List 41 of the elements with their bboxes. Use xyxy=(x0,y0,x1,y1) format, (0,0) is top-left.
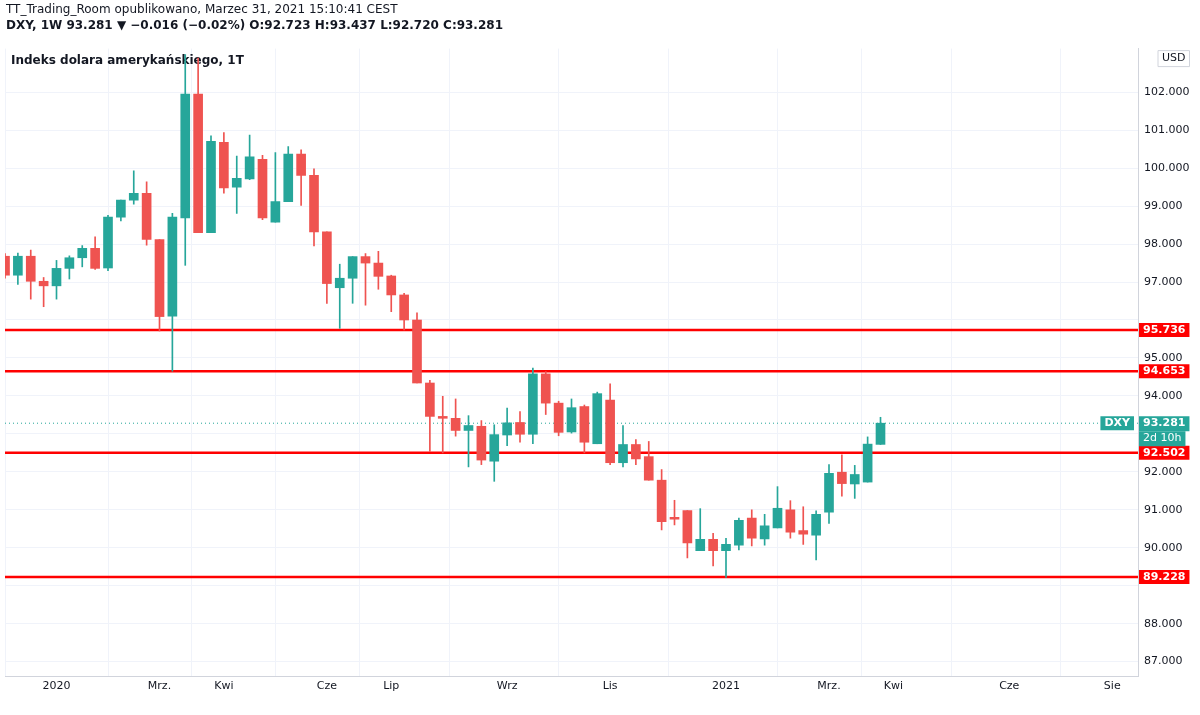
x-tick-label: Sie xyxy=(1103,679,1121,693)
y-tick-label: 91.000 xyxy=(1144,502,1183,516)
y-tick-label: 92.000 xyxy=(1144,464,1183,478)
y-tick-label: 88.000 xyxy=(1144,616,1183,630)
y-tick-label: 87.000 xyxy=(1144,654,1183,668)
x-tick-label: Wrz xyxy=(496,679,518,693)
y-tick-label: 101.000 xyxy=(1144,123,1190,137)
chart-subtitle: DXY, 1W 93.281 ▼ −0.016 (−0.02%) O:92.723 H:93.437 L:92.720 C:93.281 xyxy=(6,18,503,32)
candlestick xyxy=(334,263,345,329)
candlestick xyxy=(437,395,448,454)
x-tick-label: 2021 xyxy=(712,679,740,693)
y-tick-label: 98.000 xyxy=(1144,236,1183,250)
y-axis-title: USD xyxy=(1162,51,1186,65)
x-tick-label: Cze xyxy=(316,679,338,693)
x-tick-label: Cze xyxy=(999,679,1020,693)
y-tick-label: 94.000 xyxy=(1144,388,1183,402)
y-tick-label: 90.000 xyxy=(1144,540,1183,554)
ref-line-label: DXY xyxy=(1104,416,1132,430)
x-tick-label: Lis xyxy=(602,679,618,693)
x-tick-label: Mrz. xyxy=(817,679,841,693)
x-tick-label: Lip xyxy=(383,679,400,693)
text: 2d 10h xyxy=(1143,431,1182,445)
candlestick xyxy=(721,537,731,578)
candlestick xyxy=(231,155,242,214)
y-tick-label: 97.000 xyxy=(1144,274,1183,288)
x-tick-label: Mrz. xyxy=(147,679,172,693)
ref-line-label: 89.228 xyxy=(1143,569,1186,583)
y-tick-label: 100.000 xyxy=(1144,161,1190,175)
ref-line-label: 94.653 xyxy=(1143,363,1186,377)
x-tick-label: Kwi xyxy=(214,679,234,693)
ref-line-label: 92.502 xyxy=(1143,445,1186,459)
ref-line-label: 95.736 xyxy=(1143,322,1186,336)
candlestick xyxy=(128,170,139,205)
text: 93.281 xyxy=(1143,416,1186,430)
candlestick xyxy=(798,506,809,545)
x-tick-label: 2020 xyxy=(42,679,71,693)
y-tick-label: 102.000 xyxy=(1144,85,1190,99)
text: TT_Trading_Room opublikowano, Marzec 31, 2021 15:10:41 CEST xyxy=(6,2,398,16)
y-tick-label: 99.000 xyxy=(1144,198,1183,212)
y-tick-label: 95.000 xyxy=(1144,350,1183,364)
x-tick-label: Kwi xyxy=(883,679,904,693)
